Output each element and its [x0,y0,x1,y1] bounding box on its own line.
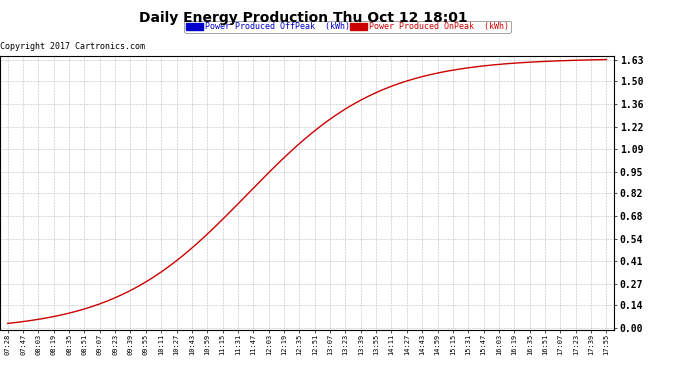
Text: Daily Energy Production Thu Oct 12 18:01: Daily Energy Production Thu Oct 12 18:01 [139,11,468,25]
Legend: Power Produced OffPeak  (kWh), Power Produced OnPeak  (kWh): Power Produced OffPeak (kWh), Power Prod… [184,21,511,33]
Text: Copyright 2017 Cartronics.com: Copyright 2017 Cartronics.com [0,42,145,51]
